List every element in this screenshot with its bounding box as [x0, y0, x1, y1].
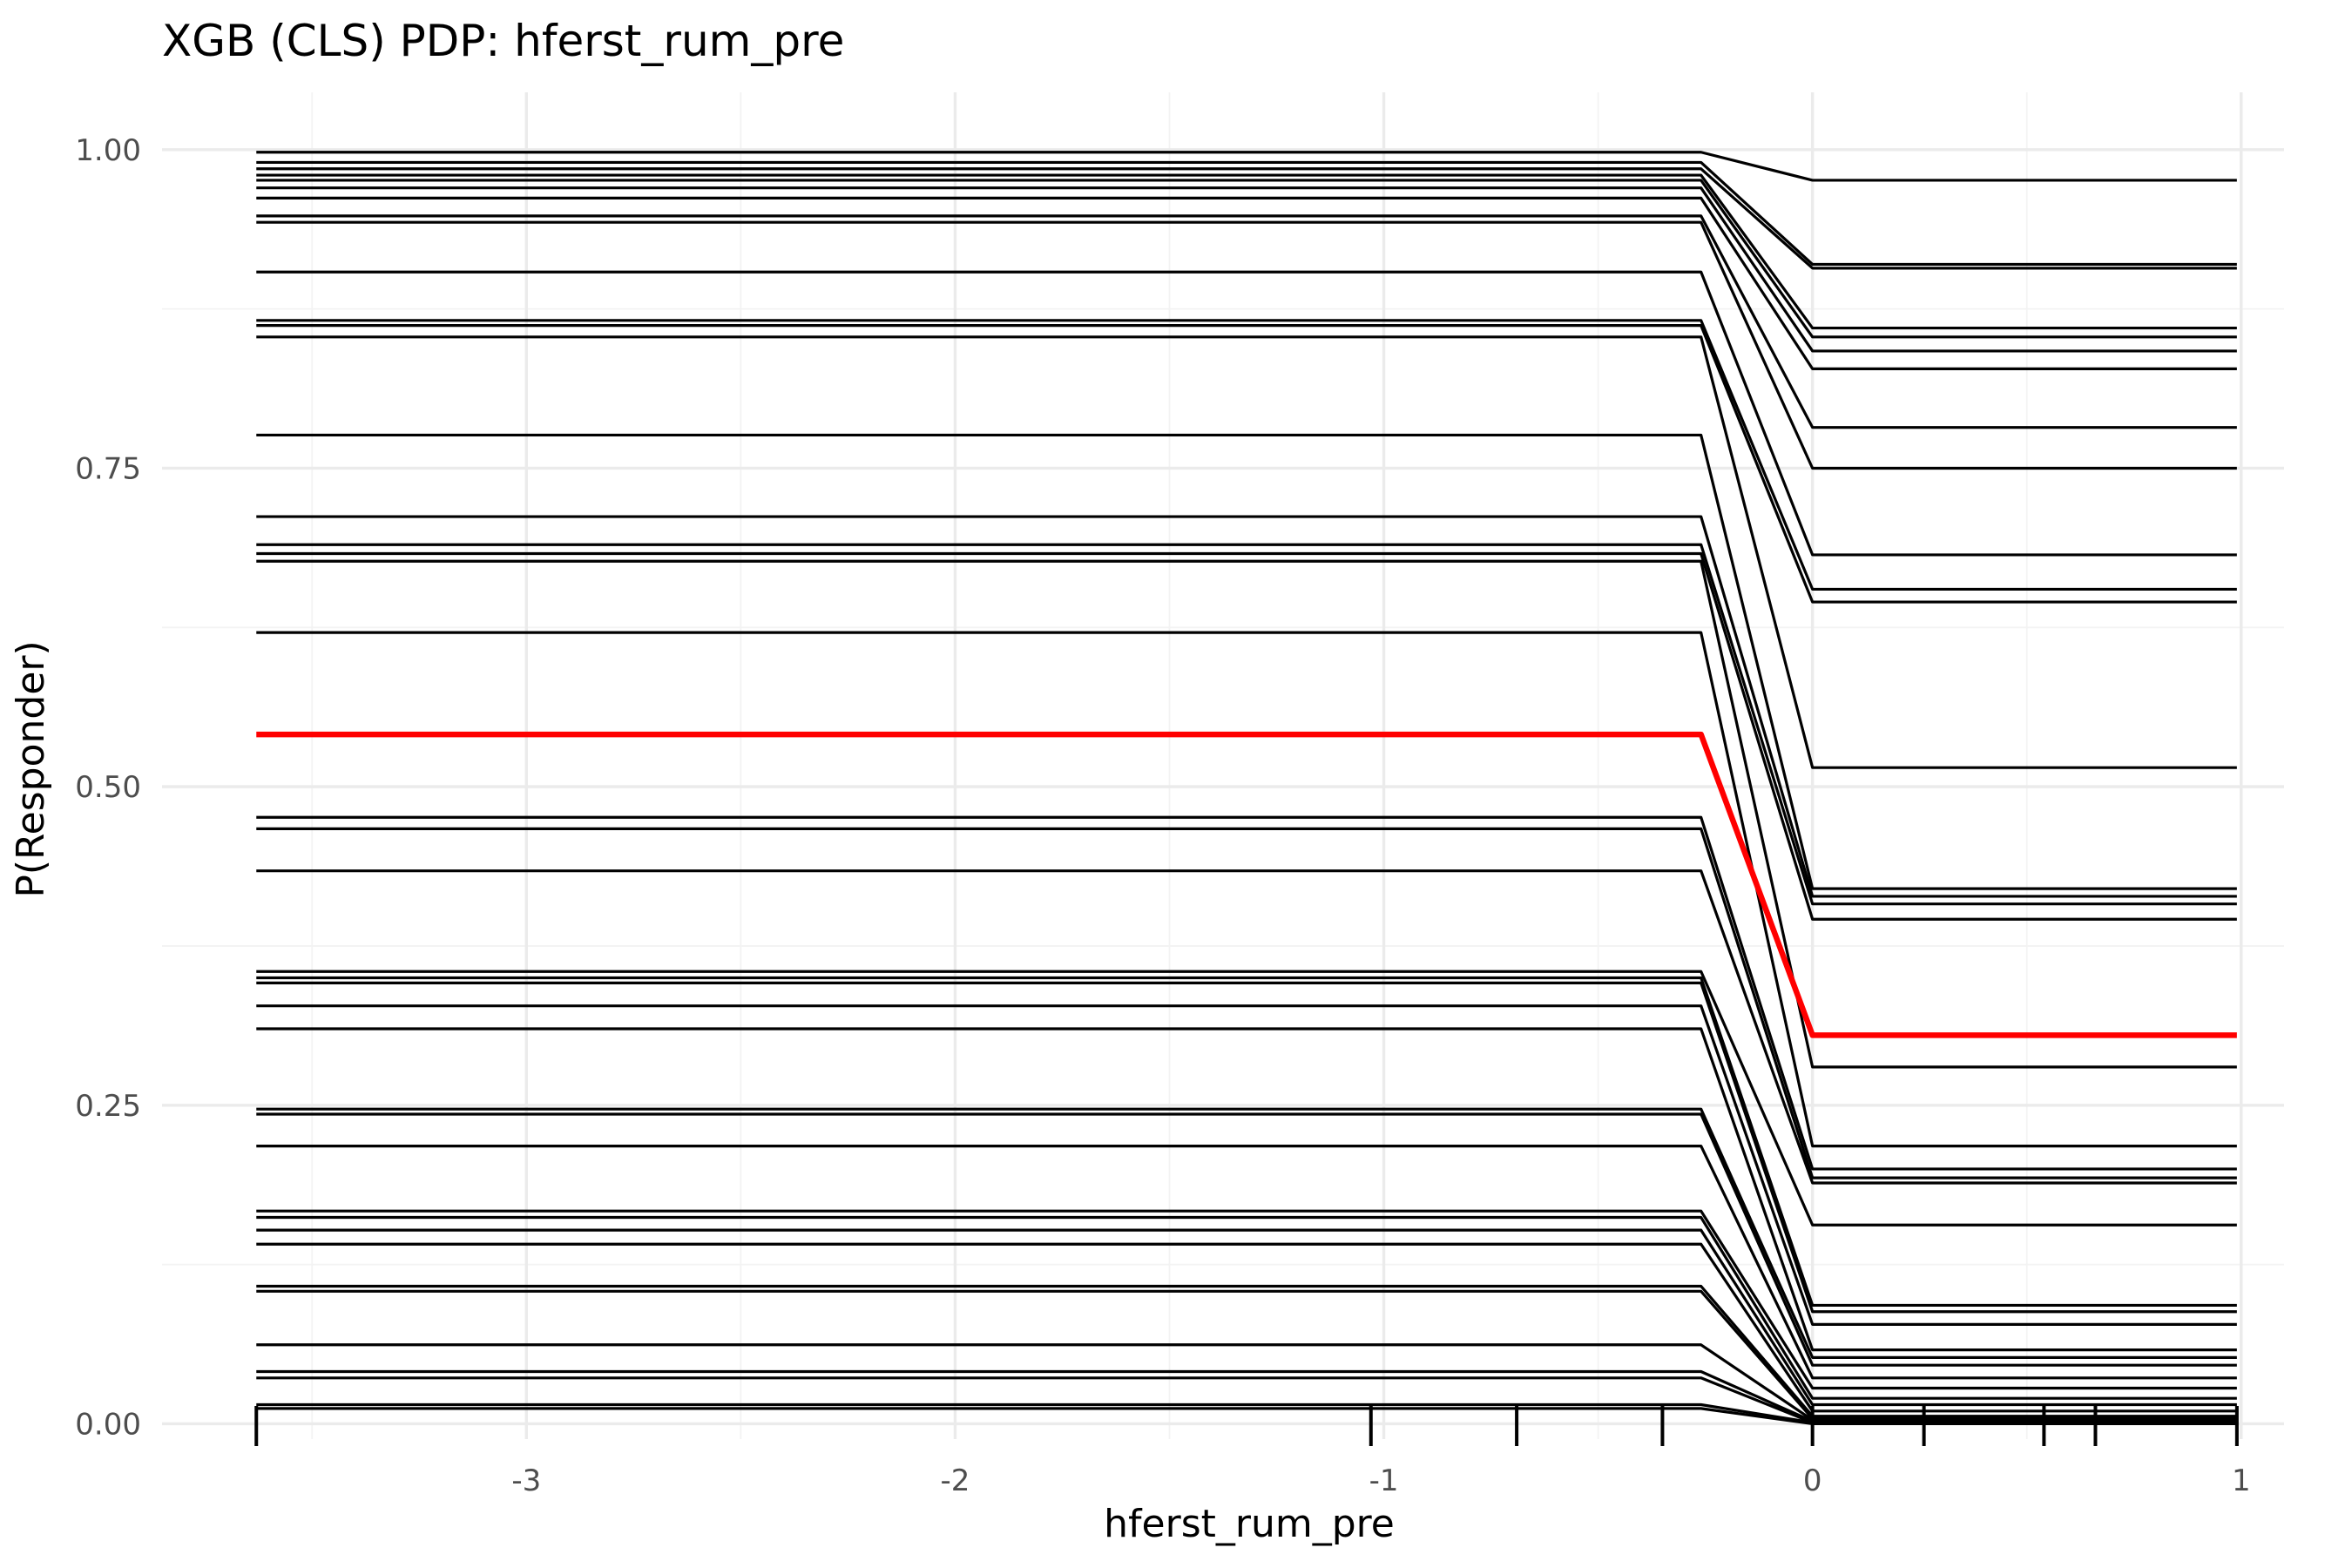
ice-curve [256, 1209, 2237, 1390]
ice-curve [256, 1407, 2237, 1426]
ice-curve [256, 433, 2237, 890]
ice-curve [256, 827, 2237, 1179]
ice-curve [256, 1027, 2237, 1352]
ice-curve [256, 167, 2237, 270]
x-tick-label: 1 [2232, 1463, 2251, 1498]
ice-curve [256, 543, 2237, 906]
x-tick-label: -3 [511, 1463, 541, 1498]
ice-curve [256, 559, 2237, 1069]
y-axis-title: P(Responder) [9, 640, 53, 897]
y-tick-label: 0.25 [75, 1089, 141, 1124]
ice-curve [256, 1107, 2237, 1359]
ice-curve [256, 1242, 2237, 1413]
ice-curve [256, 1228, 2237, 1407]
major-gridlines [162, 92, 2284, 1439]
ice-curve [256, 196, 2237, 370]
ice-curve [256, 1144, 2237, 1380]
y-tick-labels: 0.00 0.25 0.50 0.75 1.00 [75, 133, 141, 1443]
ice-curves [256, 151, 2237, 1426]
ice-curve [256, 270, 2237, 557]
ice-curve [256, 869, 2237, 1185]
ice-curve [256, 1004, 2237, 1326]
ice-curve [256, 551, 2237, 921]
ice-curve [256, 981, 2237, 1314]
x-tick-label: -2 [940, 1463, 970, 1498]
ice-curve [256, 970, 2237, 1227]
ice-curve [256, 179, 2237, 339]
y-tick-label: 0.50 [75, 770, 141, 805]
ice-curve [256, 815, 2237, 1171]
pdp-curve [256, 731, 2237, 1038]
ice-curve [256, 160, 2237, 267]
x-tick-labels: -3 -2 -1 0 1 [511, 1463, 2250, 1498]
ice-curve [256, 335, 2237, 769]
ice-curve [256, 1284, 2237, 1418]
ice-curve [256, 324, 2237, 604]
x-axis-title: hferst_rum_pre [1104, 1502, 1395, 1546]
x-tick-label: -1 [1369, 1463, 1399, 1498]
rug-ticks [254, 1406, 2239, 1446]
ice-curve [256, 214, 2237, 429]
minor-gridlines [162, 92, 2284, 1439]
ice-curve [256, 173, 2237, 330]
ice-curve [256, 515, 2237, 898]
ice-curve [256, 319, 2237, 591]
ice-curve [256, 1215, 2237, 1400]
x-tick-label: 0 [1803, 1463, 1822, 1498]
y-tick-label: 0.75 [75, 451, 141, 486]
chart-title: XGB (CLS) PDP: hferst_rum_pre [162, 16, 844, 66]
y-tick-label: 0.00 [75, 1407, 141, 1442]
ice-curve [256, 220, 2237, 470]
y-tick-label: 1.00 [75, 133, 141, 168]
ice-curve [256, 1112, 2237, 1367]
ice-curve [256, 151, 2237, 182]
pdp-average-curve [256, 731, 2237, 1038]
ice-curve [256, 186, 2237, 353]
ice-curve [256, 976, 2237, 1308]
